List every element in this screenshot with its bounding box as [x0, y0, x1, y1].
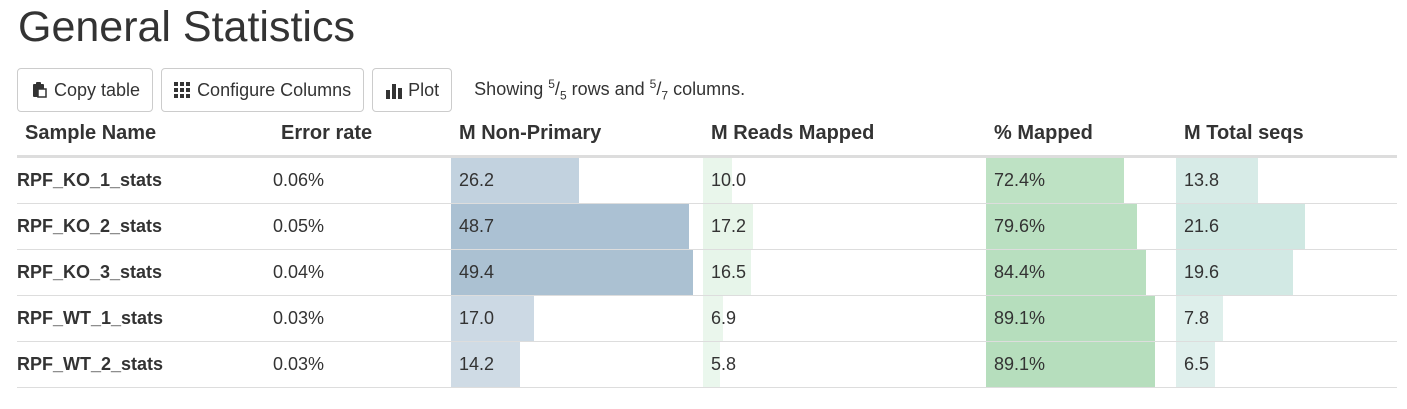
table-row: RPF_KO_3_stats 0.04% 49.4 16.5 84.4% 19.6: [17, 249, 1397, 296]
header-reads-mapped[interactable]: M Reads Mapped: [703, 112, 986, 158]
non-primary-bar: [451, 204, 689, 249]
non-primary-value: 49.4: [459, 262, 495, 282]
page-title: General Statistics: [18, 3, 355, 51]
sample-name-cell: RPF_KO_3_stats: [17, 249, 273, 296]
copy-table-label: Copy table: [54, 79, 141, 100]
non-primary-bar: [451, 250, 693, 295]
pct-mapped-bar: [986, 342, 1155, 387]
table-row: RPF_KO_2_stats 0.05% 48.7 17.2 79.6% 21.6: [17, 203, 1397, 250]
error-rate-cell: 0.06%: [273, 156, 451, 204]
pct-mapped-bar: [986, 158, 1124, 203]
table-toolbar: Copy table Configure Columns Plot Showin…: [17, 67, 745, 113]
pct-mapped-cell: 89.1%: [986, 295, 1176, 342]
reads-mapped-cell: 5.8: [703, 341, 986, 388]
rows-total: 5: [559, 88, 567, 103]
configure-columns-button[interactable]: Configure Columns: [161, 68, 365, 112]
error-rate-cell: 0.04%: [273, 249, 451, 296]
copy-table-button[interactable]: Copy table: [17, 68, 154, 112]
non-primary-value: 17.0: [459, 308, 495, 328]
reads-mapped-value: 5.8: [711, 354, 737, 374]
plot-button[interactable]: Plot: [372, 68, 453, 112]
non-primary-cell: 17.0: [451, 295, 703, 342]
header-non-primary[interactable]: M Non-Primary: [451, 112, 703, 158]
total-seqs-bar: [1176, 204, 1305, 249]
pct-mapped-cell: 79.6%: [986, 203, 1176, 250]
table-row: RPF_KO_1_stats 0.06% 26.2 10.0 72.4% 13.8: [17, 156, 1397, 204]
total-seqs-cell: 19.6: [1176, 249, 1397, 296]
pct-mapped-bar: [986, 296, 1155, 341]
plot-label: Plot: [408, 79, 440, 100]
total-seqs-bar: [1176, 158, 1258, 203]
general-stats-table: Sample Name Error rate M Non-Primary M R…: [17, 112, 1397, 388]
pct-mapped-value: 79.6%: [994, 216, 1046, 236]
reads-mapped-cell: 6.9: [703, 295, 986, 342]
total-seqs-bar: [1176, 342, 1215, 387]
pct-mapped-bar: [986, 204, 1137, 249]
reads-mapped-value: 6.9: [711, 308, 737, 328]
header-total-seqs[interactable]: M Total seqs: [1176, 112, 1397, 158]
non-primary-value: 48.7: [459, 216, 495, 236]
non-primary-bar: [451, 296, 534, 341]
total-seqs-cell: 21.6: [1176, 203, 1397, 250]
non-primary-bar: [451, 342, 520, 387]
non-primary-cell: 26.2: [451, 156, 703, 204]
error-rate-cell: 0.05%: [273, 203, 451, 250]
table-row: RPF_WT_2_stats 0.03% 14.2 5.8 89.1% 6.5: [17, 341, 1397, 388]
grid-icon: [174, 81, 191, 99]
non-primary-value: 26.2: [459, 170, 495, 190]
total-seqs-value: 13.8: [1184, 170, 1220, 190]
reads-mapped-value: 10.0: [711, 170, 747, 190]
non-primary-cell: 48.7: [451, 203, 703, 250]
total-seqs-value: 7.8: [1184, 308, 1210, 328]
non-primary-bar: [451, 158, 579, 203]
total-seqs-bar: [1176, 296, 1223, 341]
header-pct-mapped[interactable]: % Mapped: [986, 112, 1176, 158]
pct-mapped-cell: 84.4%: [986, 249, 1176, 296]
non-primary-cell: 49.4: [451, 249, 703, 296]
total-seqs-bar: [1176, 250, 1293, 295]
sample-name-cell: RPF_KO_1_stats: [17, 156, 273, 204]
header-error-rate[interactable]: Error rate: [273, 112, 451, 158]
clipboard-icon: [30, 81, 48, 99]
total-seqs-value: 6.5: [1184, 354, 1210, 374]
cols-shown: 5: [649, 77, 657, 92]
sample-name-cell: RPF_WT_1_stats: [17, 295, 273, 342]
reads-mapped-cell: 10.0: [703, 156, 986, 204]
showing-status: Showing 5/5 rows and 5/7 columns.: [474, 77, 746, 103]
header-sample-name[interactable]: Sample Name: [17, 112, 273, 158]
reads-mapped-cell: 16.5: [703, 249, 986, 296]
table-header-row: Sample Name Error rate M Non-Primary M R…: [17, 112, 1397, 158]
reads-mapped-bar: [703, 158, 732, 203]
pct-mapped-value: 72.4%: [994, 170, 1046, 190]
rows-shown: 5: [548, 77, 555, 92]
table-row: RPF_WT_1_stats 0.03% 17.0 6.9 89.1% 7.8: [17, 295, 1397, 342]
bar-chart-icon: [385, 82, 403, 99]
total-seqs-value: 21.6: [1184, 216, 1220, 236]
total-seqs-cell: 6.5: [1176, 341, 1397, 388]
reads-mapped-bar: [703, 204, 753, 249]
reads-mapped-bar: [703, 250, 751, 295]
sample-name-cell: RPF_WT_2_stats: [17, 341, 273, 388]
non-primary-value: 14.2: [459, 354, 495, 374]
pct-mapped-bar: [986, 250, 1146, 295]
reads-mapped-bar: [703, 342, 720, 387]
configure-columns-label: Configure Columns: [197, 79, 352, 100]
pct-mapped-cell: 72.4%: [986, 156, 1176, 204]
non-primary-cell: 14.2: [451, 341, 703, 388]
pct-mapped-value: 84.4%: [994, 262, 1046, 282]
reads-mapped-value: 16.5: [711, 262, 747, 282]
error-rate-cell: 0.03%: [273, 341, 451, 388]
total-seqs-cell: 7.8: [1176, 295, 1397, 342]
reads-mapped-value: 17.2: [711, 216, 747, 236]
pct-mapped-cell: 89.1%: [986, 341, 1176, 388]
error-rate-cell: 0.03%: [273, 295, 451, 342]
pct-mapped-value: 89.1%: [994, 354, 1046, 374]
total-seqs-value: 19.6: [1184, 262, 1220, 282]
sample-name-cell: RPF_KO_2_stats: [17, 203, 273, 250]
total-seqs-cell: 13.8: [1176, 156, 1397, 204]
pct-mapped-value: 89.1%: [994, 308, 1046, 328]
cols-total: 7: [661, 88, 669, 103]
reads-mapped-cell: 17.2: [703, 203, 986, 250]
reads-mapped-bar: [703, 296, 723, 341]
